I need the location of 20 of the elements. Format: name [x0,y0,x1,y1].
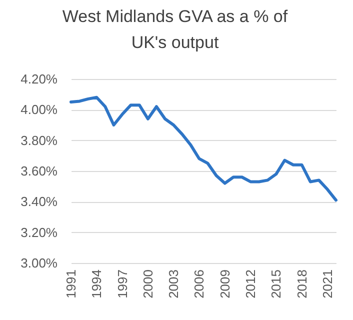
y-tick-label: 3.60% [20,164,58,178]
x-tick-label: 1991 [64,270,78,298]
x-tick-label: 2000 [140,270,156,298]
line-series [70,96,338,202]
y-tick-label: 3.20% [20,224,58,240]
x-tick-label: 1997 [114,270,130,298]
y-tick-label: 3.80% [20,132,58,148]
x-tick-label: 2018 [294,270,310,298]
y-tick-label: 4.20% [20,72,58,86]
x-tick-label: 2021 [320,270,335,298]
x-tick-label: 2012 [243,270,258,298]
chart-title: West Midlands GVA as a % of UK's output [61,6,289,54]
x-tick-label: 2009 [217,270,232,298]
y-tick-label: 4.00% [20,102,58,118]
x-tick-label: 2003 [166,270,182,298]
y-tick-label: 3.40% [20,194,58,210]
y-tick-label: 3.00% [20,256,58,270]
x-tick-label: 1994 [89,270,104,298]
x-tick-label: 2006 [192,270,207,298]
x-tick-label: 2015 [268,270,284,298]
